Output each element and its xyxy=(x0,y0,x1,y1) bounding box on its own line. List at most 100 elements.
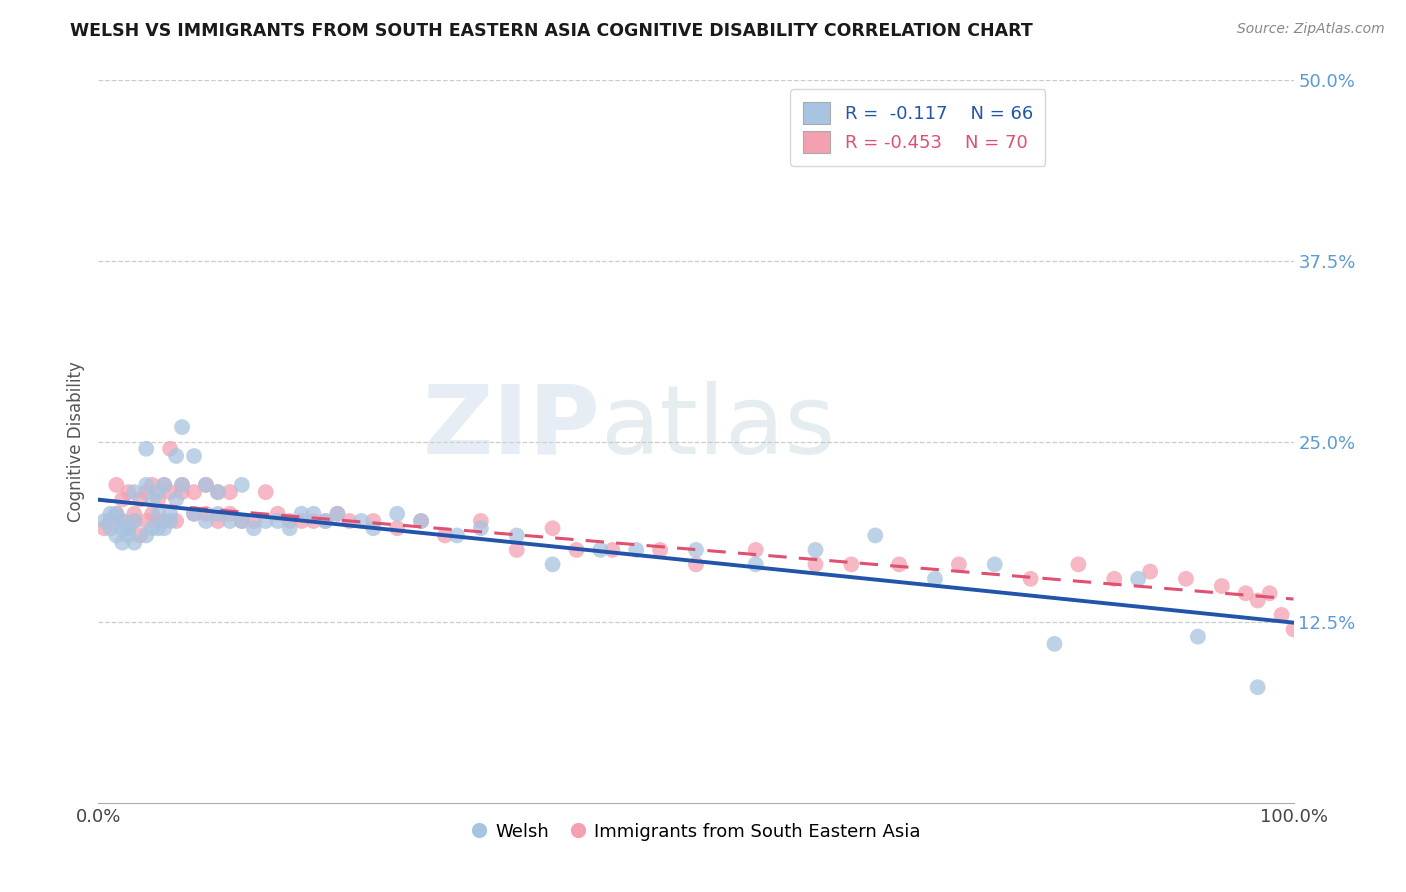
Point xyxy=(602,542,624,557)
Point xyxy=(1247,680,1270,694)
Point xyxy=(889,558,911,572)
Legend: Welsh, Immigrants from South Eastern Asia: Welsh, Immigrants from South Eastern Asi… xyxy=(464,815,928,848)
Point xyxy=(243,514,266,528)
Point xyxy=(924,572,946,586)
Point xyxy=(135,528,157,542)
Point xyxy=(172,478,194,492)
Point xyxy=(302,507,325,521)
Point xyxy=(434,528,457,542)
Point xyxy=(98,507,122,521)
Point xyxy=(183,507,205,521)
Point xyxy=(159,442,181,456)
Point xyxy=(339,514,361,528)
Point xyxy=(302,514,325,528)
Point xyxy=(159,485,181,500)
Text: atlas: atlas xyxy=(600,381,835,474)
Point xyxy=(165,514,187,528)
Point xyxy=(141,507,163,521)
Point xyxy=(1019,572,1042,586)
Text: Source: ZipAtlas.com: Source: ZipAtlas.com xyxy=(1237,22,1385,37)
Point xyxy=(141,492,163,507)
Point xyxy=(1043,637,1066,651)
Point xyxy=(124,514,146,528)
Point xyxy=(165,449,187,463)
Point xyxy=(326,507,349,521)
Point xyxy=(315,514,337,528)
Point xyxy=(541,558,564,572)
Point xyxy=(231,478,253,492)
Point xyxy=(278,514,301,528)
Point xyxy=(685,558,707,572)
Point xyxy=(984,558,1007,572)
Point xyxy=(105,478,128,492)
Point xyxy=(153,478,176,492)
Point xyxy=(98,521,122,535)
Point xyxy=(111,521,134,535)
Point xyxy=(111,514,134,528)
Point xyxy=(385,507,409,521)
Point xyxy=(243,521,266,535)
Point xyxy=(446,528,468,542)
Point xyxy=(141,521,163,535)
Point xyxy=(165,492,187,507)
Point xyxy=(278,521,301,535)
Point xyxy=(1234,586,1257,600)
Point xyxy=(385,521,409,535)
Point xyxy=(219,485,242,500)
Point xyxy=(1211,579,1233,593)
Point xyxy=(254,485,277,500)
Point xyxy=(541,521,564,535)
Point xyxy=(117,521,139,535)
Point xyxy=(219,514,242,528)
Point xyxy=(626,542,648,557)
Point xyxy=(1271,607,1294,622)
Point xyxy=(207,485,229,500)
Point xyxy=(231,514,253,528)
Point xyxy=(865,528,887,542)
Point xyxy=(153,514,176,528)
Point xyxy=(124,514,146,528)
Point xyxy=(124,485,146,500)
Point xyxy=(148,485,170,500)
Point xyxy=(1258,586,1281,600)
Point xyxy=(350,514,373,528)
Point xyxy=(1247,593,1270,607)
Point xyxy=(117,521,139,535)
Point xyxy=(207,514,229,528)
Point xyxy=(159,514,181,528)
Point xyxy=(1139,565,1161,579)
Text: WELSH VS IMMIGRANTS FROM SOUTH EASTERN ASIA COGNITIVE DISABILITY CORRELATION CHA: WELSH VS IMMIGRANTS FROM SOUTH EASTERN A… xyxy=(70,22,1033,40)
Point xyxy=(589,542,612,557)
Point xyxy=(93,514,115,528)
Point xyxy=(111,492,134,507)
Point xyxy=(565,542,588,557)
Point xyxy=(291,507,314,521)
Point xyxy=(195,514,218,528)
Point xyxy=(105,528,128,542)
Point xyxy=(745,558,768,572)
Point xyxy=(153,478,176,492)
Point xyxy=(1104,572,1126,586)
Point xyxy=(111,535,134,549)
Point xyxy=(148,521,170,535)
Point xyxy=(363,514,385,528)
Point xyxy=(98,514,122,528)
Point xyxy=(172,485,194,500)
Point xyxy=(183,449,205,463)
Point xyxy=(470,521,492,535)
Point xyxy=(804,542,827,557)
Point xyxy=(231,514,253,528)
Point xyxy=(804,558,827,572)
Point xyxy=(135,478,157,492)
Point xyxy=(326,507,349,521)
Point xyxy=(141,478,163,492)
Point xyxy=(363,521,385,535)
Point xyxy=(506,528,529,542)
Point xyxy=(148,514,170,528)
Point xyxy=(1128,572,1150,586)
Point xyxy=(153,521,176,535)
Point xyxy=(841,558,863,572)
Point xyxy=(124,507,146,521)
Point xyxy=(129,528,152,542)
Point xyxy=(195,478,218,492)
